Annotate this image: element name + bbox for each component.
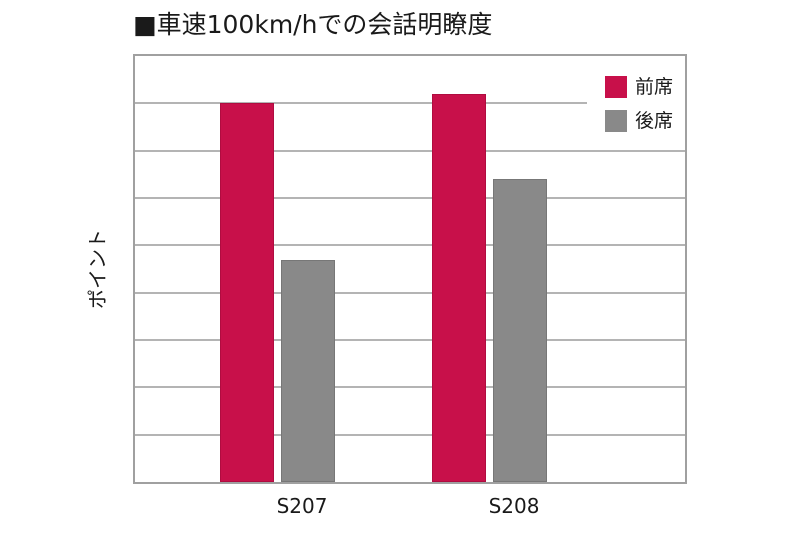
legend-label-rear: 後席 [635, 110, 674, 132]
x-tick-s208: S208 [488, 494, 540, 518]
x-tick-s207: S207 [276, 494, 328, 518]
bar-s208-front-seat [431, 93, 486, 482]
bar-s207-front-seat [219, 103, 274, 482]
legend-item-rear-seat: 後席 [605, 108, 673, 134]
gridline [135, 197, 685, 199]
bar-s208-rear-seat [492, 179, 547, 482]
legend-item-front-seat: 前席 [605, 74, 673, 100]
chart-title: ■車速100km/hでの会話明瞭度 [133, 10, 493, 39]
y-axis-label: ポイント [85, 229, 110, 309]
gridline [135, 149, 685, 152]
gridline [135, 386, 685, 389]
gridline [135, 291, 685, 294]
gridline [135, 102, 587, 105]
legend: 前席 後席 [601, 70, 685, 138]
legend-swatch-rear [605, 110, 627, 132]
bar-s207-rear-seat [280, 259, 335, 482]
legend-swatch-front [605, 76, 627, 98]
gridline [135, 339, 685, 341]
plot-area: 前席 後席 [133, 54, 687, 484]
gridline [135, 244, 685, 247]
gridline [135, 433, 685, 436]
legend-label-front: 前席 [635, 76, 674, 98]
